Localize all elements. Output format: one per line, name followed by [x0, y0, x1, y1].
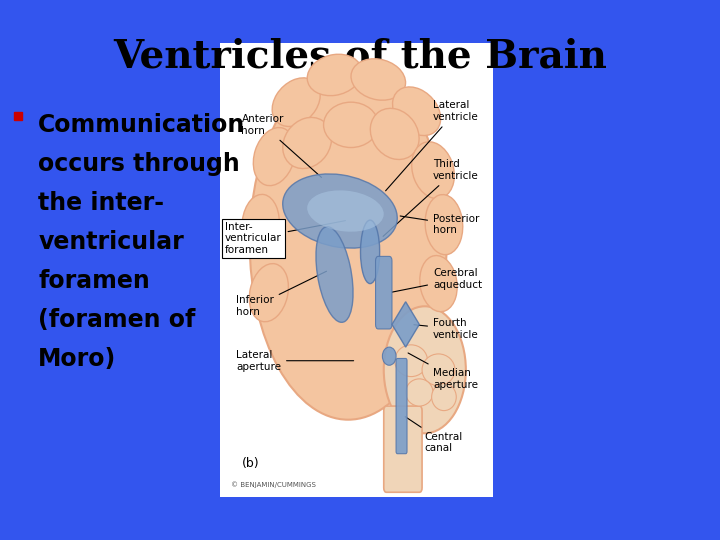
Ellipse shape: [392, 87, 441, 136]
Ellipse shape: [253, 127, 295, 186]
Text: © BENJAMIN/CUMMINGS: © BENJAMIN/CUMMINGS: [230, 481, 315, 488]
Text: Communication: Communication: [38, 113, 246, 137]
Text: Moro): Moro): [38, 347, 117, 370]
Text: Fourth
ventricle: Fourth ventricle: [414, 318, 479, 340]
Ellipse shape: [250, 66, 446, 420]
Ellipse shape: [422, 354, 455, 386]
Ellipse shape: [361, 220, 379, 284]
Bar: [220, 43, 493, 497]
Ellipse shape: [283, 117, 331, 168]
Ellipse shape: [405, 379, 433, 406]
Ellipse shape: [307, 54, 361, 96]
Text: Posterior
horn: Posterior horn: [400, 214, 480, 235]
Ellipse shape: [370, 109, 419, 159]
Text: Cerebral
aqueduct: Cerebral aqueduct: [392, 268, 482, 292]
FancyBboxPatch shape: [376, 256, 392, 329]
Text: Median
aperture: Median aperture: [408, 353, 478, 390]
Ellipse shape: [384, 306, 466, 433]
Ellipse shape: [395, 345, 428, 376]
Text: (foramen of: (foramen of: [38, 308, 196, 332]
Text: the inter-: the inter-: [38, 191, 164, 215]
Text: Lateral
aperture: Lateral aperture: [236, 350, 354, 372]
Ellipse shape: [249, 264, 289, 322]
Ellipse shape: [351, 59, 405, 100]
Ellipse shape: [272, 78, 320, 126]
Text: occurs through: occurs through: [38, 152, 240, 176]
Ellipse shape: [382, 347, 396, 365]
FancyBboxPatch shape: [384, 406, 422, 492]
Text: Lateral
ventricle: Lateral ventricle: [386, 100, 479, 191]
Ellipse shape: [307, 191, 384, 232]
Ellipse shape: [316, 227, 353, 322]
Text: Inferior
horn: Inferior horn: [236, 271, 327, 317]
PathPatch shape: [392, 302, 419, 347]
Text: Ventricles of the Brain: Ventricles of the Brain: [113, 38, 607, 76]
Text: Central
canal: Central canal: [405, 417, 463, 453]
Text: Inter-
ventricular
foramen: Inter- ventricular foramen: [225, 221, 346, 255]
FancyBboxPatch shape: [396, 359, 407, 454]
Text: foramen: foramen: [38, 269, 150, 293]
Text: Anterior
horn: Anterior horn: [241, 114, 322, 178]
Ellipse shape: [420, 255, 457, 312]
Text: ventricular: ventricular: [38, 230, 184, 254]
Text: (b): (b): [241, 457, 259, 470]
Ellipse shape: [283, 174, 397, 248]
Ellipse shape: [412, 142, 454, 199]
Text: Third
ventricle: Third ventricle: [383, 159, 479, 237]
Ellipse shape: [431, 383, 456, 410]
Ellipse shape: [425, 194, 463, 255]
Ellipse shape: [323, 102, 378, 147]
Ellipse shape: [242, 194, 279, 255]
